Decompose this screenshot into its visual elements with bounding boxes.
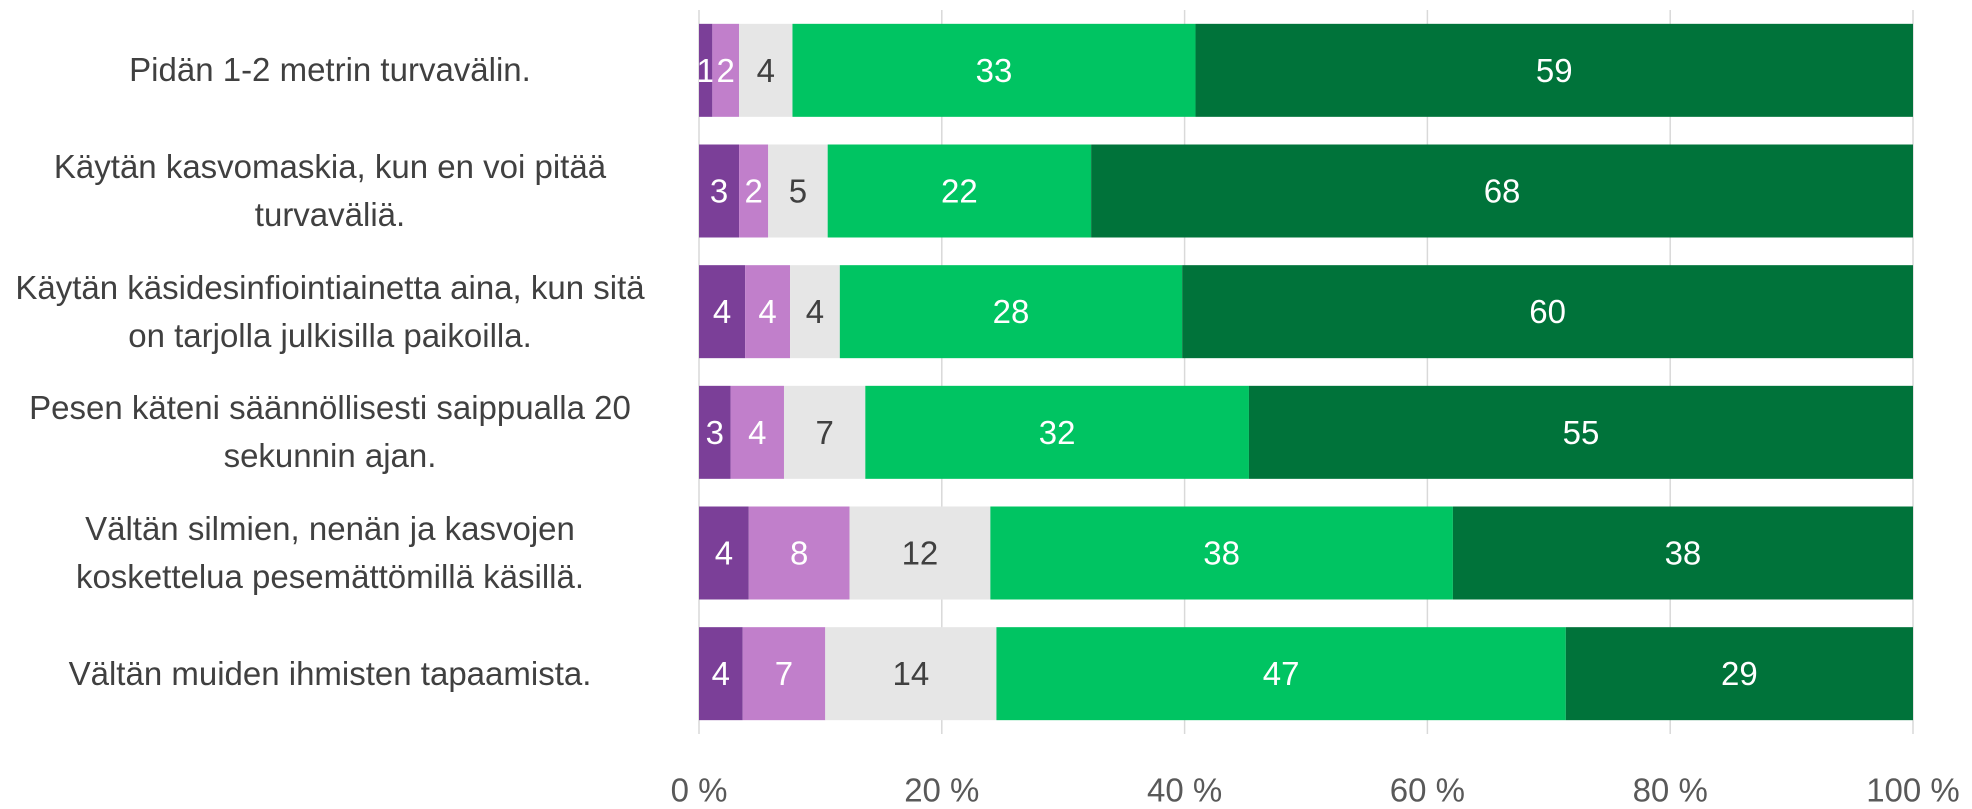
bar-segment xyxy=(790,265,840,359)
bar-segment xyxy=(742,627,826,721)
data-label: 32 xyxy=(1039,414,1076,451)
bar-segment xyxy=(1195,23,1913,117)
bar-segment xyxy=(699,265,746,359)
bar-segment xyxy=(1248,385,1913,479)
data-label: 3 xyxy=(706,414,724,451)
data-label: 38 xyxy=(1665,535,1702,572)
bar-segment xyxy=(783,385,866,479)
bar-segment xyxy=(745,265,791,359)
data-label: 4 xyxy=(758,293,776,330)
data-label: 4 xyxy=(713,293,731,330)
x-tick-label: 100 % xyxy=(1866,772,1960,809)
bar-segment xyxy=(792,23,1196,117)
data-label: 12 xyxy=(902,535,939,572)
data-label: 5 xyxy=(789,173,807,210)
category-label: Käytän käsidesinfiointiainetta aina, kun… xyxy=(15,268,645,354)
data-label: 2 xyxy=(717,52,735,89)
data-label: 22 xyxy=(941,173,978,210)
data-label: 55 xyxy=(1563,414,1600,451)
bar-segment xyxy=(739,23,793,117)
data-label: 4 xyxy=(748,414,766,451)
data-label: 33 xyxy=(976,52,1013,89)
x-tick-label: 80 % xyxy=(1633,772,1708,809)
bar-segment xyxy=(1091,144,1913,238)
bar-segment xyxy=(699,144,740,238)
bar-segment xyxy=(839,265,1183,359)
data-label: 47 xyxy=(1263,655,1300,692)
bar-segment xyxy=(827,144,1092,238)
data-label: 59 xyxy=(1536,52,1573,89)
data-label: 7 xyxy=(815,414,833,451)
data-label: 14 xyxy=(892,655,929,692)
data-label: 4 xyxy=(757,52,775,89)
category-label: Vältän silmien, nenän ja kasvojen kosket… xyxy=(75,510,585,595)
data-label: 4 xyxy=(712,655,730,692)
data-label: 60 xyxy=(1529,293,1566,330)
bar-segment xyxy=(699,385,731,479)
data-label: 68 xyxy=(1484,173,1521,210)
data-label: 28 xyxy=(993,293,1030,330)
bar-segment xyxy=(996,627,1566,721)
category-label: Pesen käteni säännöllisesti saippualla 2… xyxy=(29,389,631,475)
bar-segment xyxy=(849,506,991,600)
bar-segment xyxy=(699,506,749,600)
bar-segment xyxy=(768,144,828,238)
data-label: 4 xyxy=(715,535,733,572)
x-tick-label: 60 % xyxy=(1390,772,1465,809)
data-label: 4 xyxy=(806,293,824,330)
bar-segment xyxy=(990,506,1453,600)
data-label: 3 xyxy=(710,173,728,210)
category-label: Pidän 1-2 metrin turvavälin. xyxy=(129,51,531,89)
x-tick-label: 40 % xyxy=(1147,772,1222,809)
bar-segment xyxy=(739,144,769,238)
x-tick-label: 0 % xyxy=(671,772,728,809)
bar-segment xyxy=(825,627,997,721)
data-label: 38 xyxy=(1203,535,1240,572)
bar-segment xyxy=(699,627,743,721)
bar-segment xyxy=(712,23,740,117)
bar-segment xyxy=(748,506,850,600)
bar-segment xyxy=(730,385,784,479)
bar-segment xyxy=(1565,627,1913,721)
data-label: 29 xyxy=(1721,655,1758,692)
data-label: 8 xyxy=(790,535,808,572)
bar-segment xyxy=(865,385,1249,479)
data-label: 1 xyxy=(696,52,714,89)
data-label: 2 xyxy=(744,173,762,210)
bar-segment xyxy=(699,23,713,117)
data-label: 7 xyxy=(775,655,793,692)
bar-segment xyxy=(1182,265,1913,359)
category-label: Käytän kasvomaskia, kun en voi pitää tur… xyxy=(53,148,607,233)
category-label: Vältän muiden ihmisten tapaamista. xyxy=(68,654,592,692)
x-tick-label: 20 % xyxy=(904,772,979,809)
bar-segment xyxy=(1452,506,1913,600)
